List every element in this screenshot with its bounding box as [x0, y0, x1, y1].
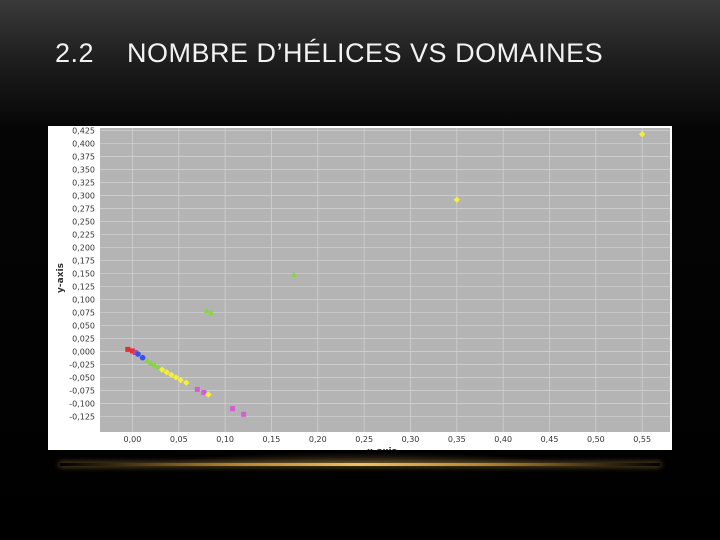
data-point	[208, 309, 215, 315]
y-tick-label: 0,225	[72, 231, 95, 240]
data-point	[201, 390, 207, 396]
data-point	[139, 354, 146, 361]
x-tick-label: 0,35	[448, 435, 466, 444]
x-axis-title: x-axis	[367, 447, 397, 450]
y-tick-label: 0,025	[72, 334, 95, 343]
y-tick-label: 0,325	[72, 179, 95, 188]
x-tick-label: 0,50	[587, 435, 605, 444]
y-tick-label: 0,125	[72, 282, 95, 291]
data-point	[172, 374, 180, 381]
data-point	[290, 271, 297, 278]
y-tick-label: 0,075	[72, 308, 95, 317]
grid-layer	[100, 128, 670, 432]
data-point	[155, 364, 162, 370]
data-point	[182, 379, 190, 386]
scatter-chart-svg: 0,4250,4000,3750,3500,3250,3000,2750,250…	[48, 126, 672, 450]
y-axis-title: y-axis	[56, 263, 66, 293]
x-tick-label: 0,45	[541, 435, 559, 444]
y-tick-label: -0,050	[69, 373, 95, 382]
data-point	[144, 357, 151, 363]
y-tick-label: 0,200	[72, 244, 95, 253]
data-point	[203, 307, 210, 313]
x-tick-label: 0,40	[494, 435, 512, 444]
y-tick-label: 0,300	[72, 192, 95, 201]
data-point	[638, 131, 646, 138]
data-point	[230, 406, 236, 412]
data-point	[241, 411, 247, 417]
data-point	[132, 349, 138, 355]
x-tick-label: 0,05	[170, 435, 188, 444]
y-tick-label: -0,100	[69, 399, 95, 408]
data-point	[147, 359, 154, 366]
plot-area	[100, 128, 670, 432]
y-tick-label: -0,075	[69, 386, 95, 395]
data-point	[194, 386, 200, 392]
data-point	[163, 369, 170, 376]
y-tick-label: 0,275	[72, 205, 95, 214]
y-tick-label: 0,100	[72, 295, 95, 304]
decorative-glow	[150, 452, 570, 466]
y-tick-label: 0,250	[72, 218, 95, 227]
x-tick-labels: 0,00 0,05 0,10 0,15 0,20 0,25 0,30 0,35 0,40 0,45…	[124, 435, 652, 444]
data-point	[129, 348, 135, 354]
data-point	[151, 361, 158, 368]
y-tick-labels: 0,425 0,400 0,375 0,350 0,325 0,300 0,275 0,250…	[69, 127, 95, 422]
x-tick-label: 0,55	[633, 435, 651, 444]
y-tick-label: 0,000	[72, 347, 95, 356]
data-point	[205, 391, 212, 398]
y-tick-label: -0,025	[69, 360, 95, 369]
x-tick-label: 0,00	[124, 435, 142, 444]
x-tick-label: 0,20	[309, 435, 327, 444]
data-point	[135, 351, 141, 357]
x-tick-label: 0,30	[402, 435, 420, 444]
scatter-chart: 0,425 0,400 0,375 0,350 0,325 0,300 0,275 0,250…	[48, 126, 672, 450]
y-tick-label: 0,175	[72, 257, 95, 266]
x-tick-label: 0,10	[216, 435, 234, 444]
y-tick-label: 0,150	[72, 270, 95, 279]
slide-title: 2.2 NOMBRE D’HÉLICES VS DOMAINES	[55, 38, 603, 69]
y-tick-label: 0,350	[72, 166, 95, 175]
y-tick-label: 0,050	[72, 321, 95, 330]
slide-number: 2.2	[55, 38, 95, 68]
y-tick-label: -0,125	[69, 412, 95, 421]
data-point	[453, 196, 461, 203]
data-point	[125, 346, 131, 352]
data-point	[177, 376, 184, 384]
data-points	[125, 131, 646, 417]
data-point	[168, 371, 175, 379]
y-tick-label: 0,400	[72, 140, 95, 149]
x-tick-label: 0,25	[355, 435, 373, 444]
y-tick-label: 0,375	[72, 153, 95, 162]
decorative-divider-line	[60, 463, 660, 466]
slide-title-text: NOMBRE D’HÉLICES VS DOMAINES	[127, 38, 604, 68]
x-tick-label: 0,15	[263, 435, 281, 444]
y-tick-label: 0,425	[72, 127, 95, 136]
